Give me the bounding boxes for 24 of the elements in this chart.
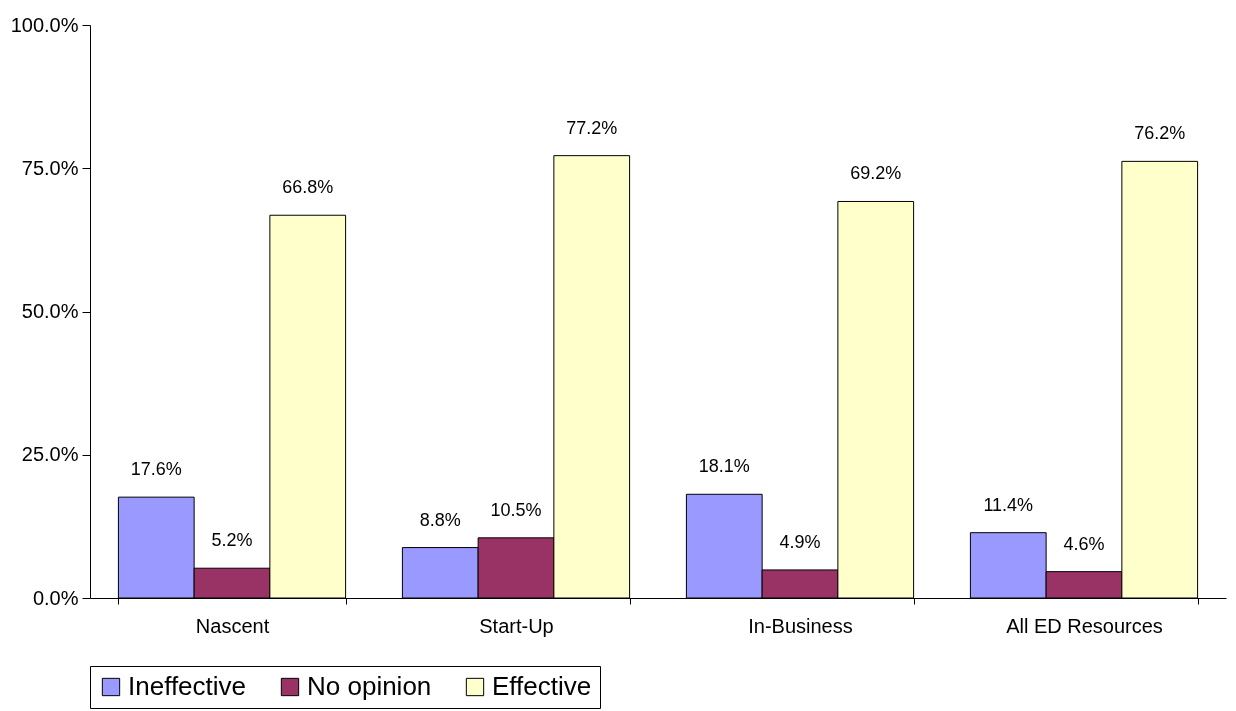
legend-label: Effective bbox=[492, 671, 592, 701]
data-label: 4.9% bbox=[779, 531, 821, 552]
data-label: 8.8% bbox=[419, 509, 461, 530]
data-label: 4.6% bbox=[1063, 533, 1105, 554]
y-tick-label: 25.0% bbox=[21, 443, 79, 466]
x-tick-label: In-Business bbox=[748, 614, 853, 637]
data-label: 18.1% bbox=[698, 456, 750, 477]
x-tick-label: All ED Resources bbox=[1006, 614, 1163, 637]
y-tick-label: 50.0% bbox=[21, 300, 79, 322]
data-label: 5.2% bbox=[211, 530, 253, 551]
data-label: 66.8% bbox=[282, 177, 334, 198]
data-label: 10.5% bbox=[490, 499, 542, 520]
data-label: 69.2% bbox=[850, 163, 902, 184]
legend-label: No opinion bbox=[307, 671, 432, 701]
y-tick-label: 75.0% bbox=[21, 156, 79, 179]
x-tick-label: Start-Up bbox=[479, 614, 554, 637]
y-tick-label: 100.0% bbox=[10, 13, 79, 36]
x-tick-label: Nascent bbox=[195, 614, 270, 637]
data-label: 76.2% bbox=[1134, 123, 1186, 144]
legend-label: Ineffective bbox=[128, 671, 247, 701]
data-label: 17.6% bbox=[130, 459, 182, 480]
data-label: 11.4% bbox=[983, 494, 1034, 515]
data-label: 77.2% bbox=[566, 117, 618, 138]
y-tick-label: 0.0% bbox=[32, 586, 79, 609]
